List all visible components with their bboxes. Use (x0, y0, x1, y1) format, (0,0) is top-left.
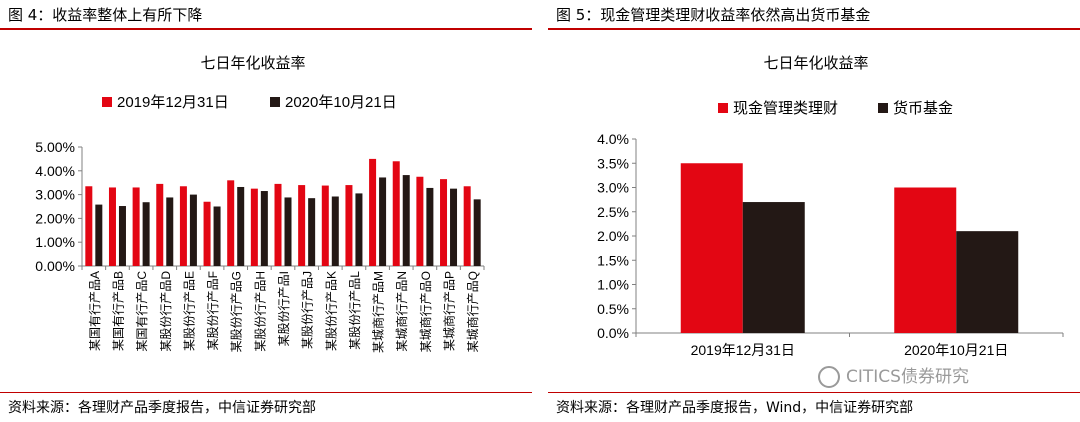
y-tick-label: 1.00% (35, 234, 75, 250)
bar (308, 198, 316, 266)
bar (956, 231, 1019, 333)
chart-title: 七日年化收益率 (200, 55, 305, 72)
bar (189, 194, 197, 266)
bar (426, 187, 434, 266)
bar (95, 204, 103, 266)
bar (440, 179, 448, 266)
legend-swatch (270, 97, 280, 107)
x-tick-label: 某股份行产品E (182, 271, 196, 351)
x-tick-label: 某股份行产品J (301, 271, 315, 349)
x-tick-label: 2020年10月21日 (904, 342, 1008, 358)
bar (321, 185, 329, 266)
x-tick-label: 某国有行产品C (135, 271, 149, 352)
bar (156, 183, 164, 266)
bar (298, 185, 306, 266)
y-tick-label: 2.00% (35, 210, 75, 226)
bar (227, 180, 235, 266)
y-tick-label: 1.0% (597, 277, 629, 293)
bar (108, 187, 116, 266)
bar (274, 183, 282, 266)
y-tick-label: 2.5% (597, 204, 629, 220)
y-tick-label: 5.00% (35, 139, 75, 155)
x-tick-label: 2019年12月31日 (691, 342, 795, 358)
bar (392, 161, 400, 266)
x-tick-label: 某城商行产品Q (465, 271, 480, 352)
wechat-icon (818, 366, 840, 388)
bar (416, 176, 424, 266)
bar (450, 188, 458, 266)
bar (260, 191, 268, 266)
x-tick-label: 某城商行产品M (371, 271, 386, 353)
x-tick-label: 某股份行产品G (230, 271, 244, 352)
yield-by-product-chart: 七日年化收益率 2019年12月31日 2020年10月21日 0.00% 1.00% 2… (35, 55, 485, 353)
chart-title: 七日年化收益率 (763, 55, 868, 72)
bar (680, 163, 743, 333)
y-tick-label: 3.5% (597, 155, 629, 171)
x-tick-label: 某股份行产品I (277, 271, 291, 346)
bar (345, 185, 353, 266)
y-tick-label: 3.00% (35, 187, 75, 203)
figure-title: 图 4：收益率整体上有所下降 (8, 6, 203, 24)
bar (284, 197, 292, 266)
bar (237, 186, 245, 266)
source-note: 资料来源：各理财产品季度报告，中信证券研究部 (8, 400, 316, 416)
y-tick-label: 1.5% (597, 252, 629, 268)
bar (742, 202, 805, 333)
x-tick-label: 某股份行产品L (348, 271, 362, 350)
x-tick-label: 某国有行产品B (111, 271, 125, 351)
y-tick-label: 4.00% (35, 163, 75, 179)
bar (402, 175, 410, 266)
y-tick-label: 3.0% (597, 180, 629, 196)
figure-4-panel: 图 4：收益率整体上有所下降 七日年化收益率 2019年12月31日 2020年10… (0, 0, 532, 421)
x-tick-label: 某城商行产品P (442, 271, 457, 351)
y-tick-label: 0.5% (597, 301, 629, 317)
legend-swatch (102, 97, 112, 107)
legend-swatch (878, 103, 888, 113)
y-tick-label: 2.0% (597, 228, 629, 244)
x-tick-label: 某股份行产品K (324, 271, 338, 351)
y-tick-label: 0.0% (597, 325, 629, 341)
bar (463, 186, 471, 266)
bar (331, 196, 339, 266)
bar (894, 187, 957, 333)
x-tick-label: 某国有行产品A (88, 271, 102, 351)
figure-5-panel: 图 5：现金管理类理财收益率依然高出货币基金 七日年化收益率现金管理类理财 货币基… (548, 0, 1080, 421)
x-tick-label: 某股份行产品H (253, 271, 267, 352)
legend-label: 2019年12月31日 (117, 94, 229, 111)
figure-footer: 资料来源：各理财产品季度报告，Wind，中信证券研究部 (548, 392, 1080, 422)
figure-footer: 资料来源：各理财产品季度报告，中信证券研究部 (0, 392, 532, 422)
x-tick-label: 某城商行产品N (394, 271, 409, 352)
figure-header: 图 4：收益率整体上有所下降 (0, 0, 532, 30)
bar (213, 206, 221, 266)
bar (132, 187, 140, 266)
watermark-text: CITICS债券研究 (846, 367, 969, 387)
bar (203, 201, 211, 266)
bar (179, 186, 187, 266)
y-tick-label: 4.0% (597, 131, 629, 147)
bar (473, 199, 481, 266)
bar (85, 186, 93, 266)
bar (369, 158, 377, 266)
legend-label: 现金管理类理财 (733, 100, 838, 117)
y-tick-label: 0.00% (35, 258, 75, 274)
x-tick-label: 某股份行产品F (206, 271, 220, 350)
bar (355, 193, 363, 266)
source-note: 资料来源：各理财产品季度报告，Wind，中信证券研究部 (556, 400, 914, 416)
x-tick-label: 某城商行产品O (418, 271, 433, 352)
figure-title: 图 5：现金管理类理财收益率依然高出货币基金 (556, 6, 871, 24)
bar (142, 202, 150, 266)
bar (250, 188, 258, 266)
legend-swatch (718, 103, 728, 113)
bar (379, 177, 387, 266)
legend-label: 2020年10月21日 (285, 94, 397, 111)
legend-label: 货币基金 (893, 100, 953, 117)
bar (118, 206, 126, 266)
watermark: CITICS债券研究 (818, 362, 969, 388)
figure-header: 图 5：现金管理类理财收益率依然高出货币基金 (548, 0, 1080, 30)
x-tick-label: 某股份行产品D (159, 271, 173, 352)
bar (166, 197, 174, 266)
